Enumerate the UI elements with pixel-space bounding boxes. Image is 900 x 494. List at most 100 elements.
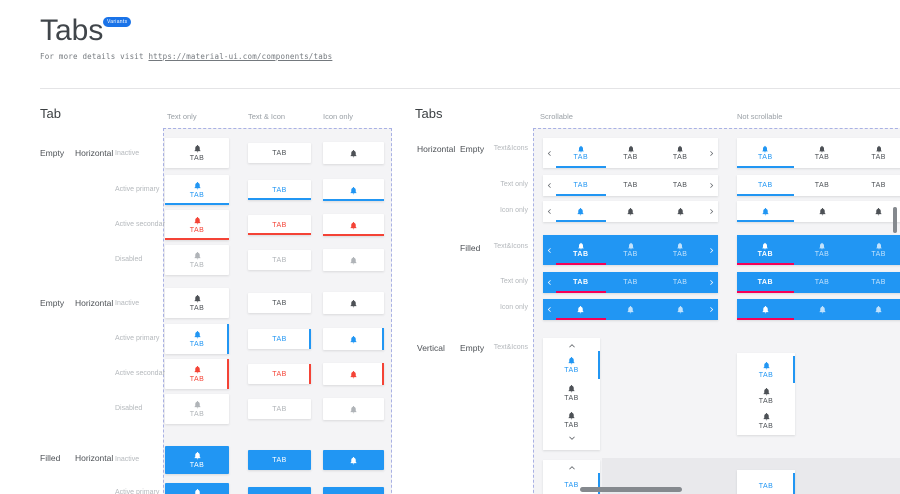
bell-icon	[576, 207, 585, 216]
chevron-right-icon[interactable]	[705, 201, 718, 222]
chevron-up-icon[interactable]	[543, 341, 600, 351]
tab-item[interactable]: TAB	[655, 272, 705, 293]
chevron-right-icon[interactable]	[705, 272, 718, 293]
tab-item[interactable]	[737, 299, 794, 320]
tab-cell[interactable]	[323, 249, 384, 271]
tab-item[interactable]: TAB	[543, 473, 600, 494]
tab-item[interactable]: TAB	[606, 138, 656, 168]
tab-item[interactable]: TAB	[737, 356, 795, 383]
tab-item[interactable]: TAB	[794, 175, 851, 196]
tab-item[interactable]	[655, 299, 705, 320]
tab-cell[interactable]	[323, 363, 384, 385]
tab-item[interactable]: TAB	[543, 406, 600, 433]
tab-cell[interactable]: TAB	[165, 359, 229, 389]
tab-item[interactable]: TAB	[737, 175, 794, 196]
vertical-scrollbar-thumb[interactable]	[893, 207, 897, 233]
chevron-left-icon[interactable]	[543, 272, 556, 293]
chevron-left-icon[interactable]	[543, 235, 556, 265]
tab-item[interactable]: TAB	[556, 272, 606, 293]
tab-item[interactable]: TAB	[794, 138, 851, 168]
tab-item[interactable]	[606, 201, 656, 222]
tab-item[interactable]: TAB	[794, 235, 851, 265]
tab-cell[interactable]: TAB	[248, 293, 311, 313]
variant-label: Empty	[460, 343, 485, 353]
tab-item[interactable]: TAB	[556, 138, 606, 168]
tab-item[interactable]: TAB	[737, 383, 795, 408]
tab-cell[interactable]	[323, 214, 384, 236]
tab-cell[interactable]: TAB	[248, 250, 311, 270]
tab-cell[interactable]: TAB	[165, 394, 229, 424]
tab-item[interactable]	[737, 201, 794, 222]
docs-link[interactable]: https://material-ui.com/components/tabs	[148, 52, 333, 61]
chevron-left-icon[interactable]	[543, 299, 556, 320]
tab-cell[interactable]: TAB	[248, 143, 311, 163]
chevron-up-icon[interactable]	[543, 463, 600, 473]
horizontal-scrollbar-thumb[interactable]	[580, 487, 682, 492]
tab-cell[interactable]: TAB	[165, 288, 229, 318]
state-label: Disabled	[115, 256, 143, 263]
tab-item[interactable]	[794, 299, 851, 320]
chevron-down-icon[interactable]	[543, 433, 600, 443]
tab-item[interactable]: TAB	[556, 235, 606, 265]
tab-cell[interactable]: TAB	[248, 399, 311, 419]
tab-item[interactable]: TAB	[655, 138, 705, 168]
tab-cell[interactable]: TAB	[248, 180, 311, 200]
tab-item[interactable]	[606, 299, 656, 320]
tab-cell[interactable]: TAB	[165, 175, 229, 205]
tab-item[interactable]: TAB	[737, 473, 795, 494]
chevron-right-icon[interactable]	[705, 299, 718, 320]
tab-cell[interactable]	[323, 398, 384, 420]
active-indicator	[793, 356, 795, 383]
bell-icon	[762, 412, 771, 421]
tab-item[interactable]	[556, 299, 606, 320]
tab-item[interactable]: TAB	[737, 408, 795, 433]
bell-icon	[818, 242, 826, 250]
tab-item[interactable]: TAB	[794, 272, 851, 293]
tab-item[interactable]: TAB	[737, 235, 794, 265]
tab-cell[interactable]	[323, 328, 384, 350]
tab-item[interactable]	[556, 201, 606, 222]
tab-item[interactable]: TAB	[543, 351, 600, 379]
tab-item[interactable]: TAB	[606, 175, 656, 196]
chevron-right-icon[interactable]	[705, 235, 718, 265]
tab-item[interactable]	[850, 299, 900, 320]
tab-cell[interactable]: TAB	[165, 483, 229, 494]
tab-item[interactable]: TAB	[850, 175, 900, 196]
tab-label: TAB	[189, 462, 205, 469]
tab-item[interactable]: TAB	[850, 138, 900, 168]
tab-cell[interactable]	[323, 450, 384, 470]
tab-cell[interactable]: TAB	[248, 329, 311, 349]
tab-item[interactable]: TAB	[850, 272, 900, 293]
tab-cell[interactable]: TAB	[248, 487, 311, 494]
chevron-left-icon[interactable]	[543, 138, 556, 168]
tab-cell[interactable]: TAB	[248, 215, 311, 235]
tab-cell[interactable]: TAB	[248, 364, 311, 384]
tab-cell[interactable]: TAB	[165, 446, 229, 474]
tab-item[interactable]: TAB	[655, 235, 705, 265]
chevron-left-icon[interactable]	[543, 175, 556, 196]
tab-cell[interactable]	[323, 487, 384, 494]
chevron-right-icon[interactable]	[705, 175, 718, 196]
tab-item[interactable]: TAB	[556, 175, 606, 196]
tab-item[interactable]: TAB	[543, 379, 600, 406]
tab-item[interactable]: TAB	[737, 138, 794, 168]
tab-cell[interactable]: TAB	[165, 324, 229, 354]
tab-cell[interactable]	[323, 142, 384, 164]
tab-item[interactable]: TAB	[606, 272, 656, 293]
tab-item[interactable]: TAB	[850, 235, 900, 265]
tab-cell[interactable]: TAB	[165, 210, 229, 240]
tab-cell[interactable]: TAB	[165, 245, 229, 275]
tab-cell[interactable]	[323, 179, 384, 201]
tab-cell[interactable]: TAB	[165, 138, 229, 168]
chevron-left-icon[interactable]	[543, 201, 556, 222]
tab-bar: TAB TAB TAB	[737, 272, 900, 293]
tab-label: TAB	[272, 221, 287, 229]
tab-item[interactable]	[655, 201, 705, 222]
chevron-right-icon[interactable]	[705, 138, 718, 168]
tab-cell[interactable]	[323, 292, 384, 314]
tab-item[interactable]	[794, 201, 851, 222]
tab-item[interactable]: TAB	[606, 235, 656, 265]
tab-item[interactable]: TAB	[655, 175, 705, 196]
tab-item[interactable]: TAB	[737, 272, 794, 293]
tab-cell[interactable]: TAB	[248, 450, 311, 470]
